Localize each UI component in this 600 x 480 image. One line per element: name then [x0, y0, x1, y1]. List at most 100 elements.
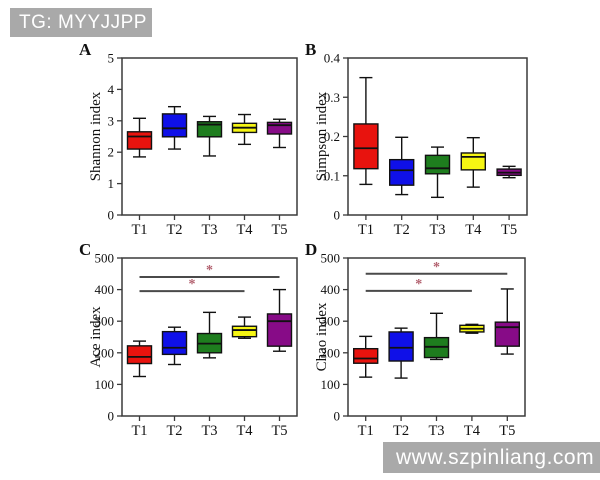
boxplot-A-T1: [126, 117, 153, 158]
boxplot-D-T4: [459, 323, 485, 334]
panel-letter-A: A: [79, 40, 92, 59]
boxplot-C-T4: [231, 316, 258, 339]
y-tick-label-C: 100: [95, 377, 115, 392]
iqr-box: [126, 131, 153, 150]
y-tick-label-D: 200: [321, 345, 341, 360]
boxplot-A-T4: [231, 113, 258, 146]
y-axis-label-D: Chao index: [314, 302, 330, 371]
boxplot-C-T2: [161, 326, 188, 366]
x-tick-label-D-T1: T1: [358, 423, 374, 439]
watermark-website: www.szpinliang.com: [383, 442, 600, 473]
watermark-telegram: TG: MYYJJPP: [10, 8, 152, 37]
x-tick-label-D-T2: T2: [393, 423, 409, 439]
boxplot-D-T1: [353, 335, 379, 378]
y-tick-label-A: 2: [108, 145, 115, 160]
boxplot-B-T4: [460, 136, 486, 188]
y-tick-label-A: 0: [108, 208, 115, 223]
boxplot-D-T3: [423, 312, 450, 361]
y-tick-label-B: 0: [334, 208, 341, 223]
panel-letter-D: D: [305, 240, 317, 259]
boxplot-D-T5: [494, 288, 520, 355]
x-tick-label-C-T3: T3: [201, 423, 217, 439]
x-tick-label-B-T3: T3: [429, 222, 445, 238]
y-axis-label-C: Ace index: [88, 306, 104, 368]
x-tick-label-C-T4: T4: [236, 423, 253, 439]
iqr-box: [266, 121, 293, 135]
panel-letter-B: B: [305, 40, 316, 59]
x-tick-label-A-T2: T2: [166, 222, 182, 238]
y-tick-label-B: 0.1: [324, 168, 340, 183]
panel-letter-C: C: [79, 240, 91, 259]
x-tick-label-D-T4: T4: [464, 423, 481, 439]
x-tick-label-C-T5: T5: [271, 423, 287, 439]
iqr-box: [389, 158, 415, 186]
iqr-box: [161, 330, 188, 356]
y-tick-label-D: 100: [321, 377, 341, 392]
x-tick-label-D-T5: T5: [499, 423, 515, 439]
y-tick-label-C: 200: [95, 345, 115, 360]
boxplot-C-T5: [266, 288, 293, 352]
y-tick-label-D: 300: [321, 314, 341, 329]
iqr-box: [196, 121, 223, 138]
iqr-box: [460, 152, 486, 171]
watermark-telegram-text: TG: MYYJJPP: [19, 12, 147, 33]
y-tick-label-A: 3: [108, 113, 115, 128]
y-tick-label-D: 500: [321, 251, 341, 266]
y-tick-label-D: 0: [334, 409, 341, 424]
iqr-box: [161, 113, 188, 138]
panel-B: 0 0.1 0.2 0.3 0.4 T1 T2 T3 T4 T5 B Simpson index: [305, 40, 528, 238]
y-tick-label-D: 400: [321, 282, 341, 297]
boxplot-A-T5: [266, 118, 293, 149]
boxplot-B-T1: [353, 76, 379, 186]
boxplot-D-T2: [388, 327, 414, 379]
iqr-box: [424, 154, 451, 175]
iqr-box: [266, 313, 293, 347]
panel-A: 0 1 2 3 4 5 T1 T2 T3 T4 T5 A Shannon index: [79, 40, 298, 238]
y-tick-label-C: 0: [108, 409, 115, 424]
y-tick-label-C: 500: [95, 251, 115, 266]
iqr-box: [388, 331, 414, 362]
y-tick-label-B: 0.2: [324, 129, 340, 144]
iqr-box: [353, 123, 379, 170]
x-tick-label-A-T3: T3: [201, 222, 217, 238]
y-tick-label-B: 0.4: [324, 51, 341, 66]
watermark-website-text: www.szpinliang.com: [396, 446, 595, 469]
x-tick-label-A-T5: T5: [271, 222, 287, 238]
boxplot-C-T1: [126, 340, 153, 378]
y-tick-label-C: 400: [95, 282, 115, 297]
y-tick-label-C: 300: [95, 314, 115, 329]
boxplot-C-T3: [196, 311, 223, 359]
significance-star-C-T1-T5: *: [206, 263, 213, 278]
x-tick-label-B-T4: T4: [465, 222, 482, 238]
boxplot-B-T3: [424, 146, 451, 199]
boxplot-A-T2: [161, 105, 188, 150]
x-tick-label-B-T5: T5: [501, 222, 517, 238]
y-axis-label-A: Shannon index: [88, 91, 104, 181]
iqr-box: [231, 325, 258, 338]
x-tick-label-C-T2: T2: [166, 423, 182, 439]
boxplot-A-T3: [196, 115, 223, 157]
iqr-box: [494, 321, 520, 347]
x-tick-label-C-T1: T1: [131, 423, 147, 439]
significance-star-D-T1-T4: *: [415, 277, 422, 292]
boxplot-B-T5: [496, 165, 522, 179]
x-tick-label-D-T3: T3: [428, 423, 444, 439]
y-tick-label-A: 1: [108, 176, 115, 191]
x-tick-label-B-T1: T1: [358, 222, 374, 238]
y-tick-label-A: 4: [108, 82, 115, 97]
panel-C: 0 100 200 300 400 500 T1 T2 T3 T4 T5 C Ace index * *: [79, 240, 298, 439]
significance-star-C-T1-T4: *: [189, 277, 196, 292]
x-tick-label-B-T2: T2: [394, 222, 410, 238]
significance-star-D-T1-T5: *: [433, 260, 440, 275]
y-tick-label-B: 0.3: [324, 90, 340, 105]
y-tick-label-A: 5: [108, 51, 115, 66]
x-tick-label-A-T1: T1: [131, 222, 147, 238]
iqr-box: [353, 347, 379, 364]
y-axis-label-B: Simpson index: [314, 91, 330, 181]
panel-D: 0 100 200 300 400 500 T1 T2 T3 T4 T5 D Chao index * *: [305, 240, 526, 439]
x-tick-label-A-T4: T4: [236, 222, 253, 238]
iqr-box: [126, 345, 153, 365]
boxplot-B-T2: [389, 136, 415, 196]
